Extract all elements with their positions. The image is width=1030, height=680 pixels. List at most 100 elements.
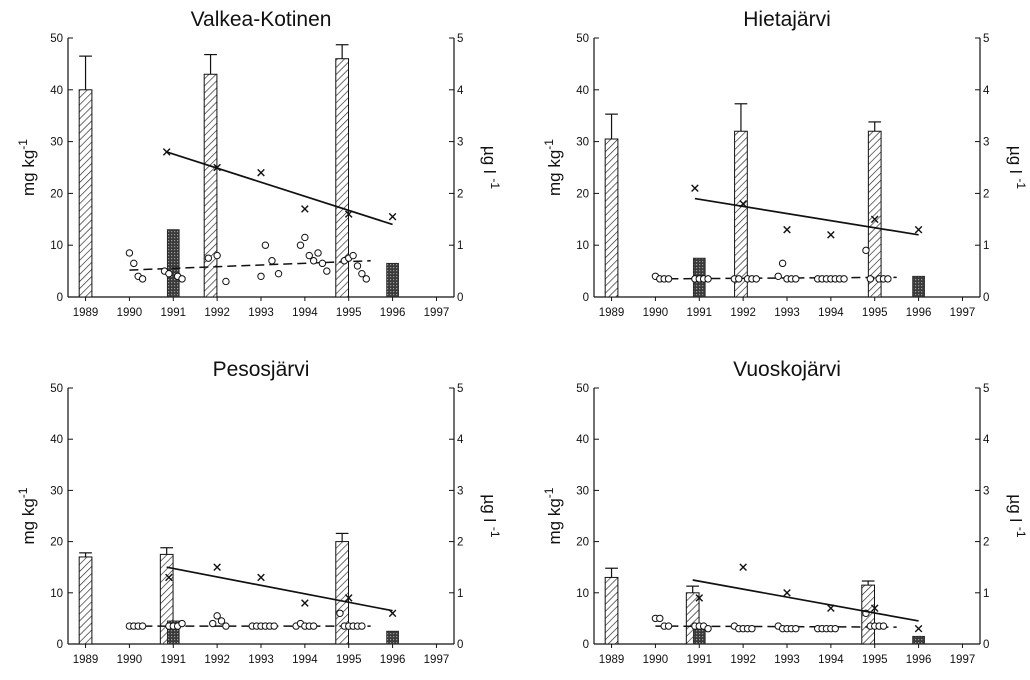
y-axis-label-sup: -1 — [16, 487, 30, 498]
circle-point — [209, 619, 217, 628]
x-tick-label: 1992 — [204, 307, 230, 319]
circle-point — [358, 622, 366, 630]
y-tick-label: 0 — [583, 292, 589, 304]
circle-point — [270, 622, 278, 630]
cross-stroke — [213, 163, 221, 172]
y-tick-label: 0 — [57, 292, 63, 304]
cross-stroke — [695, 594, 704, 602]
cross-point — [165, 573, 173, 582]
x-tick-label: 1995 — [336, 307, 362, 319]
y2-tick-label: 5 — [983, 383, 989, 395]
cross-point — [827, 604, 835, 612]
hatched-bar — [734, 130, 748, 298]
y-tick-label: 30 — [50, 485, 63, 497]
x-tick-label: 1993 — [248, 654, 274, 666]
cross-point — [213, 163, 221, 172]
circle-point — [792, 275, 800, 283]
circle-point — [178, 275, 186, 283]
x-tick-label: 1991 — [686, 654, 712, 666]
cross-stroke — [257, 573, 265, 582]
x-tick-label: 1997 — [950, 654, 976, 666]
cross-point — [301, 205, 309, 213]
circle-point — [840, 275, 848, 283]
cross-stroke — [739, 563, 747, 571]
circle-point — [323, 267, 331, 275]
y-axis-label: mg kg-1 — [542, 487, 564, 544]
solid-bar — [386, 630, 399, 645]
y-tick-label: 10 — [576, 588, 589, 600]
circle-point — [664, 622, 673, 630]
y-tick-label: 20 — [50, 537, 63, 549]
x-tick-label: 1991 — [686, 307, 712, 319]
solid-trend-line — [166, 566, 393, 612]
cross-point — [301, 599, 309, 607]
circle-point — [309, 622, 318, 630]
y2-tick-label: 5 — [457, 33, 463, 45]
circle-point — [831, 624, 839, 633]
x-tick-label: 1997 — [424, 307, 450, 319]
cross-point — [739, 199, 747, 208]
y-tick-label: 0 — [57, 639, 63, 651]
y-tick-label: 40 — [50, 434, 63, 446]
circle-point — [778, 259, 787, 268]
cross-stroke — [827, 231, 835, 239]
solid-trend-line — [166, 151, 393, 226]
circle-point — [862, 246, 870, 255]
circle-point — [879, 622, 888, 630]
y-axis-label-sup: -1 — [16, 139, 30, 150]
y2-tick-label: 1 — [457, 588, 463, 600]
circle-point — [353, 262, 362, 270]
y2-axis-label: µg l -1 — [1006, 494, 1028, 537]
cross-stroke — [165, 573, 173, 582]
y2-tick-label: 5 — [983, 33, 989, 45]
y-tick-label: 20 — [576, 188, 589, 200]
chart-panel-2: Hietajärvi 0 10 20 30 40 50 0 1 2 3 4 5 1989 1990 1991 1… — [542, 8, 1028, 319]
circle-point — [296, 241, 305, 249]
circle-point — [204, 254, 213, 262]
x-tick-label: 1990 — [643, 654, 669, 666]
x-tick-label: 1994 — [292, 307, 318, 319]
y-tick-label: 50 — [576, 33, 589, 45]
cross-point — [870, 215, 879, 224]
y-tick-label: 10 — [50, 588, 63, 600]
y-tick-label: 20 — [50, 188, 63, 200]
cross-point — [257, 573, 265, 582]
cross-point — [827, 231, 835, 239]
circle-point — [274, 269, 283, 278]
x-tick-label: 1996 — [906, 307, 932, 319]
cross-point — [783, 589, 791, 597]
circle-point — [125, 249, 134, 257]
cross-stroke — [388, 609, 397, 618]
solid-bar — [166, 620, 180, 645]
x-tick-label: 1997 — [424, 654, 450, 666]
x-tick-label: 1994 — [818, 307, 844, 319]
cross-point — [213, 563, 221, 571]
solid-bar — [912, 275, 925, 298]
y2-tick-label: 2 — [457, 537, 463, 549]
y2-tick-label: 2 — [983, 537, 989, 549]
cross-stroke — [914, 624, 923, 633]
cross-stroke — [344, 210, 353, 218]
hatched-bar — [203, 73, 218, 298]
solid-bar — [912, 635, 925, 645]
solid-trend-line — [692, 579, 919, 622]
y2-axis-label: µg l -1 — [480, 146, 502, 189]
x-tick-label: 1991 — [160, 307, 186, 319]
hatched-bar — [867, 130, 882, 298]
y2-tick-label: 4 — [457, 434, 464, 446]
x-tick-label: 1989 — [599, 307, 625, 319]
circle-point — [217, 617, 226, 625]
y-tick-label: 10 — [50, 240, 63, 252]
circle-point — [222, 622, 230, 630]
circle-point — [138, 622, 147, 630]
y-axis-label: mg kg-1 — [16, 487, 38, 544]
x-tick-label: 1989 — [73, 654, 99, 666]
circle-point — [165, 269, 173, 278]
y-tick-label: 40 — [576, 85, 589, 97]
y2-tick-label: 1 — [983, 240, 989, 252]
y2-tick-label: 3 — [983, 137, 989, 149]
cross-stroke — [257, 168, 265, 177]
y2-axis-label-base: µg l — [480, 146, 499, 178]
chart-panel-1: Valkea-Kotinen 0 10 20 30 40 50 0 1 2 3 4 5 1989 1990 1… — [16, 8, 502, 319]
circle-point — [735, 275, 743, 283]
